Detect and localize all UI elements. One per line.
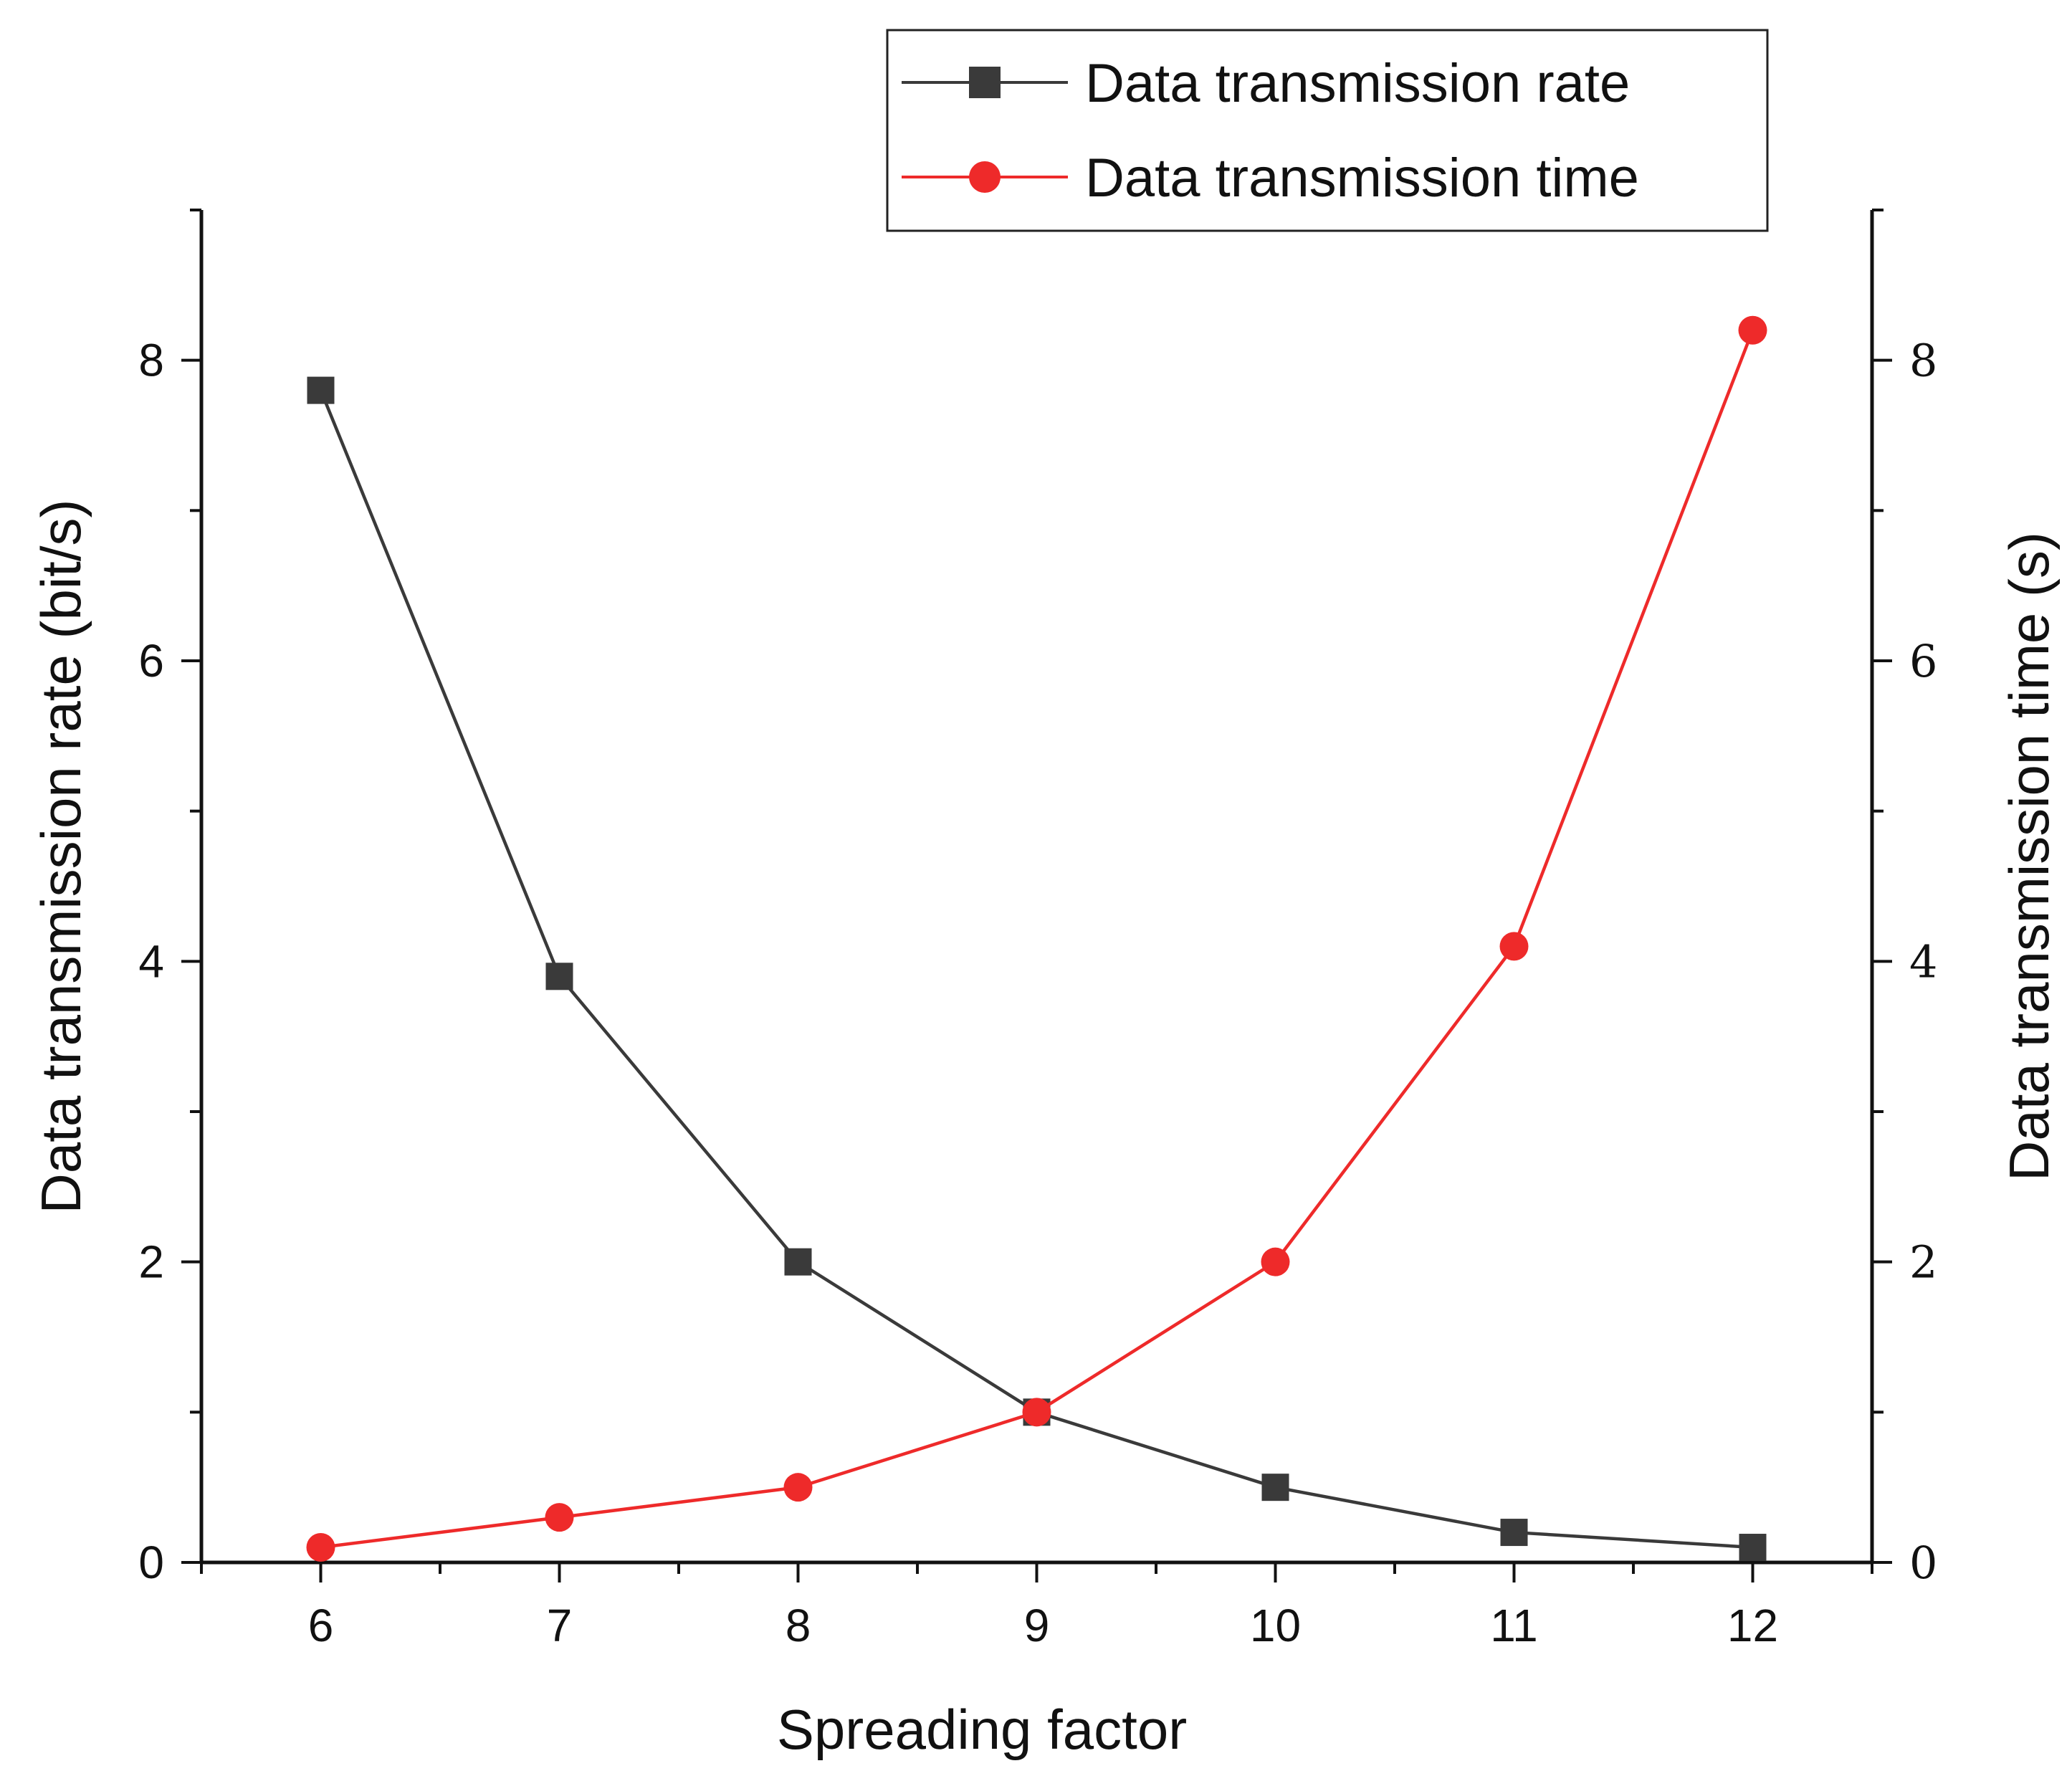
tick-labels: 6 7 8 9 10 11 12 0 2 4 6 8 0 2 4 6 8 (138, 335, 1937, 1651)
time-point (1022, 1398, 1051, 1427)
time-point (1261, 1247, 1290, 1276)
time-point (783, 1473, 813, 1502)
right-y-tick-label: 6 (1909, 635, 1937, 687)
left-y-tick-label: 2 (138, 1236, 164, 1288)
legend-entry-data-transmission-time: Data transmission time (902, 148, 1639, 209)
x-tick-label: 10 (1250, 1600, 1301, 1651)
right-y-tick-label: 8 (1909, 335, 1937, 387)
left-y-axis-title: Data transmission rate (bit/s) (29, 500, 92, 1214)
legend-circle-marker (969, 161, 1001, 193)
rate-point (545, 963, 573, 990)
rate-point (784, 1248, 812, 1276)
x-tick-label: 6 (308, 1600, 334, 1651)
right-y-axis-title: Data transmission time (s) (1997, 532, 2061, 1181)
legend-entry-data-transmission-rate: Data transmission rate (902, 53, 1630, 114)
right-y-tick-label: 4 (1909, 935, 1937, 988)
right-y-tick-label: 0 (1909, 1537, 1937, 1589)
legend: Data transmission rate Data transmission… (886, 29, 1769, 232)
legend-label-rate: Data transmission rate (1085, 53, 1630, 114)
time-point (306, 1533, 335, 1562)
x-axis-title: Spreading factor (777, 1698, 1187, 1761)
rate-point (1739, 1534, 1767, 1562)
x-tick-label: 7 (547, 1600, 573, 1651)
left-y-tick-label: 6 (138, 635, 164, 687)
legend-square-marker (969, 67, 1001, 98)
time-point (1499, 932, 1529, 961)
legend-box (886, 29, 1769, 232)
right-y-tick-label: 2 (1909, 1236, 1937, 1289)
rate-point (1261, 1474, 1289, 1502)
x-tick-label: 9 (1024, 1600, 1050, 1651)
x-tick-label: 12 (1727, 1600, 1778, 1651)
rate-point (307, 376, 335, 404)
series-data-transmission-time (306, 315, 1767, 1562)
legend-label-time: Data transmission time (1085, 148, 1639, 209)
left-y-tick-label: 8 (138, 335, 164, 386)
axis-ticks (181, 209, 1892, 1582)
rate-point (1500, 1519, 1528, 1547)
x-tick-label: 11 (1490, 1600, 1537, 1651)
x-tick-label: 8 (786, 1600, 811, 1651)
left-y-tick-label: 4 (138, 935, 164, 987)
time-point (545, 1503, 574, 1532)
left-y-tick-label: 0 (138, 1537, 164, 1588)
time-point (1738, 315, 1767, 345)
